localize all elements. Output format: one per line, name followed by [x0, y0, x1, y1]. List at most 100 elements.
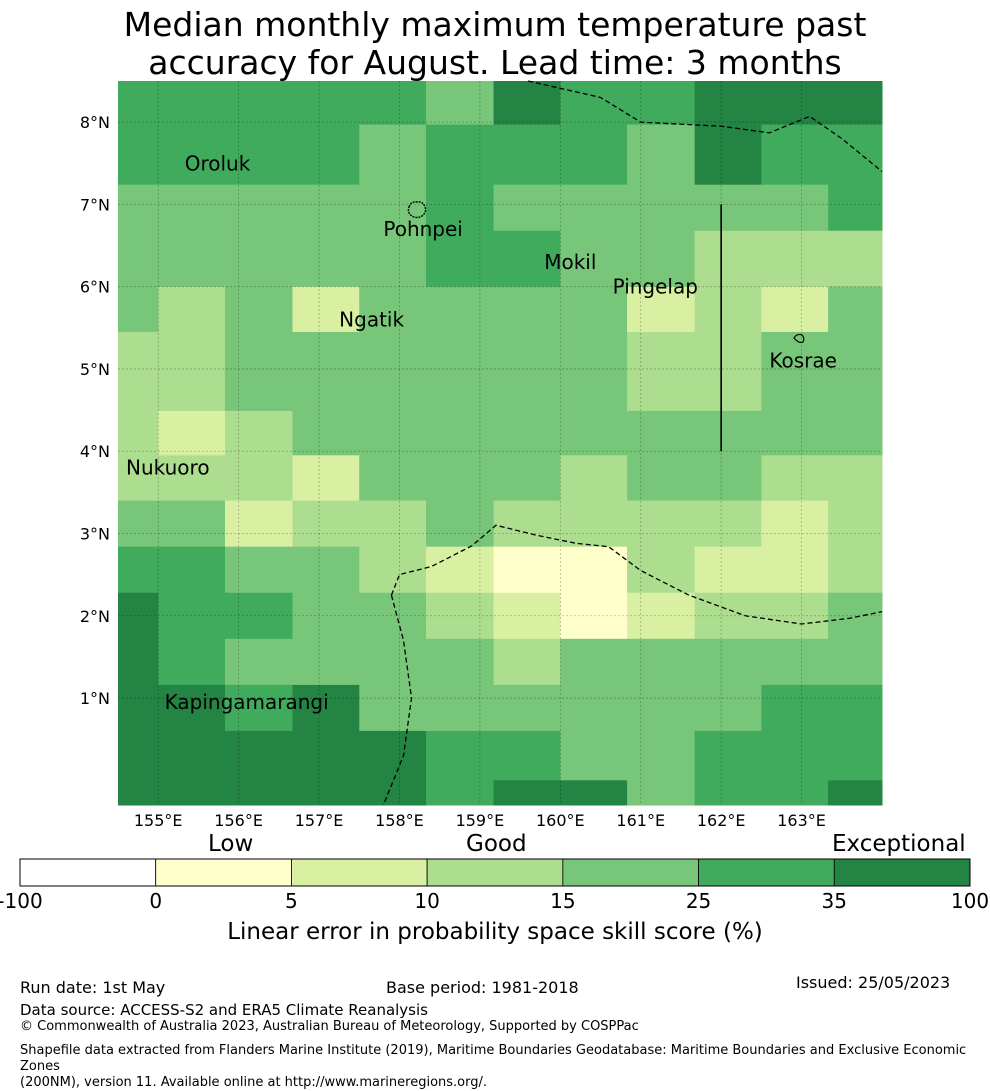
pohnpei-island-outline	[407, 201, 427, 219]
kosrae-island-outline	[793, 333, 805, 344]
skill-cell	[493, 124, 561, 186]
skill-cell	[627, 780, 696, 806]
eez-boundary-line	[528, 80, 883, 173]
maritime-boundaries	[382, 80, 883, 806]
lon-tick-label: 160°E	[536, 811, 585, 830]
skill-cell	[426, 684, 495, 732]
skill-cell	[359, 410, 427, 456]
base-period: Base period: 1981-2018	[386, 978, 579, 997]
colorbar-segment	[155, 858, 292, 887]
skill-cell	[292, 331, 360, 412]
skill-cell	[560, 638, 628, 686]
title-line-1: Median monthly maximum temperature past	[123, 5, 867, 44]
skill-cell	[493, 410, 561, 456]
skill-cell	[694, 684, 762, 732]
skill-cell	[359, 684, 427, 732]
skill-cell	[828, 124, 883, 186]
lat-tick-label: 6°N	[80, 278, 110, 297]
skill-cell	[118, 592, 159, 640]
colorbar	[19, 858, 971, 887]
skill-cell	[158, 730, 226, 781]
skill-cell	[158, 546, 226, 594]
skill-cell	[292, 638, 360, 686]
skill-cell	[359, 81, 427, 126]
skill-cell	[828, 184, 883, 232]
map-title: Median monthly maximum temperature past …	[0, 6, 990, 82]
skill-cell	[560, 81, 628, 126]
skill-cell	[627, 684, 696, 732]
skill-cell	[828, 780, 883, 806]
skill-cell	[694, 331, 762, 412]
data-source: Data source: ACCESS-S2 and ERA5 Climate …	[20, 1001, 428, 1019]
skill-cell	[292, 455, 360, 502]
skill-cell	[627, 500, 696, 548]
skill-cell	[828, 638, 883, 686]
skill-cell	[224, 455, 294, 502]
legend-category-exceptional: Exceptional	[832, 831, 966, 857]
skill-cell	[627, 81, 696, 126]
skill-cell	[118, 455, 159, 502]
place-label: Pingelap	[613, 275, 698, 299]
skill-cell	[158, 184, 226, 232]
skill-cell	[426, 730, 495, 781]
skill-cell	[158, 81, 226, 126]
skill-cell	[118, 184, 159, 232]
skill-cell	[292, 184, 360, 232]
place-label: Mokil	[544, 250, 596, 274]
skill-cell	[627, 410, 696, 456]
skill-cell	[224, 81, 294, 126]
skill-cell	[118, 730, 159, 781]
skill-cell	[694, 500, 762, 548]
skill-cell	[158, 230, 226, 288]
skill-cell	[493, 780, 561, 806]
skill-cell	[560, 230, 628, 288]
skill-cell	[493, 592, 561, 640]
skill-cell	[560, 730, 628, 781]
skill-cell	[224, 331, 294, 412]
skill-cell	[426, 286, 495, 333]
lon-tick-label: 157°E	[295, 811, 344, 830]
skill-cell	[560, 410, 628, 456]
skill-cell	[118, 546, 159, 594]
copyright: © Commonwealth of Australia 2023, Austra…	[20, 1019, 639, 1034]
lon-tick-label: 163°E	[777, 811, 826, 830]
skill-cell	[828, 81, 883, 126]
skill-cell	[224, 684, 294, 732]
skill-cell	[493, 286, 561, 333]
skill-cell	[224, 546, 294, 594]
place-label: Kosrae	[769, 349, 837, 373]
skill-cell	[694, 546, 762, 594]
skill-cell	[560, 500, 628, 548]
skill-cell	[292, 592, 360, 640]
skill-cell	[493, 230, 561, 288]
place-label: Ngatik	[339, 308, 404, 332]
lon-tick-label: 162°E	[697, 811, 746, 830]
skill-cell	[118, 230, 159, 288]
skill-cell	[828, 546, 883, 594]
skill-cell	[426, 410, 495, 456]
colorbar-tick: 0	[149, 889, 163, 913]
skill-cell	[292, 81, 360, 126]
skill-cell	[694, 81, 762, 126]
skill-cell	[158, 410, 226, 456]
colorbar-segment	[562, 858, 699, 887]
skill-cell	[118, 638, 159, 686]
skill-cell	[761, 184, 829, 232]
skill-cell	[493, 331, 561, 412]
skill-cell	[359, 455, 427, 502]
skill-cell	[224, 638, 294, 686]
skill-cell	[828, 684, 883, 732]
skill-cell	[761, 81, 829, 126]
place-label: Kapingamarangi	[165, 690, 329, 714]
skill-cell	[426, 230, 495, 288]
skill-cell	[828, 592, 883, 640]
skill-cell	[493, 730, 561, 781]
skill-cell	[292, 684, 360, 732]
skill-cell	[426, 780, 495, 806]
skill-cell	[359, 331, 427, 412]
skill-cell	[761, 286, 829, 333]
skill-cell	[426, 455, 495, 502]
skill-cell	[292, 124, 360, 186]
skill-cell	[359, 730, 427, 781]
